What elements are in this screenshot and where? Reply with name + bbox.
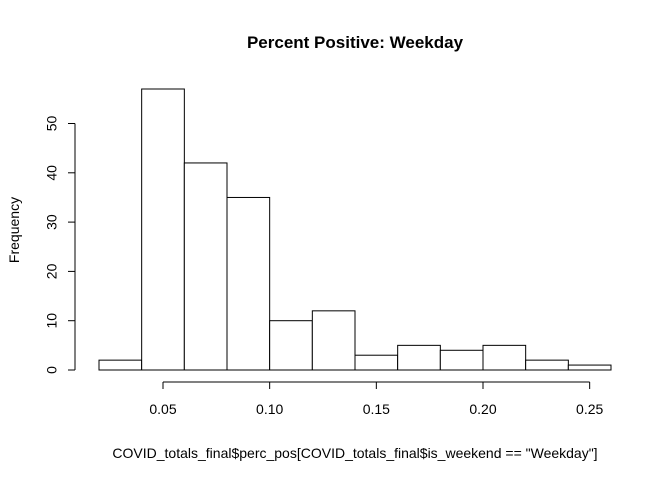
y-axis-label: Frequency <box>6 197 22 263</box>
histogram-bar-11 <box>525 359 569 371</box>
histogram-bar-3 <box>183 162 228 371</box>
y-tick-label: 20 <box>44 263 60 279</box>
y-tick-label: 10 <box>44 313 60 329</box>
x-tick-label: 0.25 <box>576 401 603 417</box>
x-tick-label: 0.20 <box>469 401 496 417</box>
histogram-bar-10 <box>482 344 527 371</box>
histogram-bar-4 <box>226 196 271 371</box>
histogram-bar-7 <box>354 354 399 371</box>
histogram-bar-6 <box>311 310 356 371</box>
x-axis: 0.05 0.10 0.15 0.20 0.25 <box>149 381 604 417</box>
histogram-bar-2 <box>141 88 185 371</box>
x-tick-label: 0.10 <box>256 401 283 417</box>
histogram-bar-12 <box>567 364 612 371</box>
histogram-bar-5 <box>269 320 313 371</box>
histogram-bar-9 <box>439 349 484 371</box>
y-tick-label: 30 <box>44 214 60 230</box>
chart-title: Percent Positive: Weekday <box>247 33 464 52</box>
bars-group <box>98 88 612 371</box>
x-axis-label: COVID_totals_final$perc_pos[COVID_totals… <box>112 445 597 461</box>
y-tick-label: 40 <box>44 165 60 181</box>
histogram-bar-8 <box>397 344 441 371</box>
y-tick-label: 0 <box>44 366 60 374</box>
x-tick-label: 0.05 <box>149 401 176 417</box>
histogram-bar-1 <box>98 359 143 371</box>
x-tick-label: 0.15 <box>363 401 390 417</box>
y-tick-label: 50 <box>44 116 60 132</box>
y-axis: 0 10 20 30 40 50 <box>44 116 76 374</box>
